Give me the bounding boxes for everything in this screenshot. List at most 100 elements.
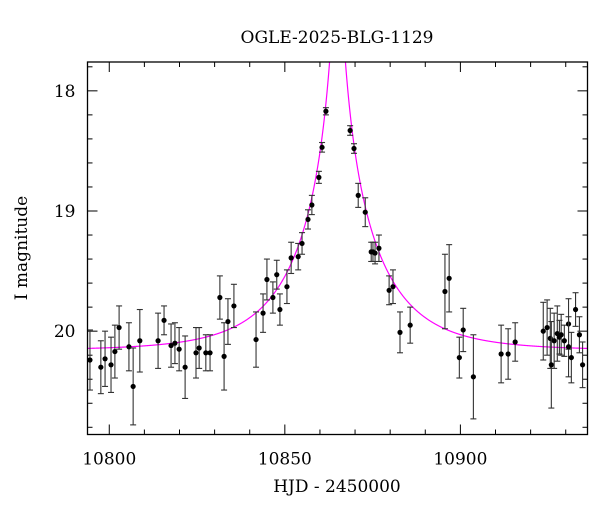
point-marker bbox=[207, 350, 213, 356]
data-point bbox=[351, 143, 358, 154]
data-point bbox=[192, 327, 199, 379]
data-point bbox=[97, 340, 104, 395]
data-point bbox=[572, 292, 579, 327]
data-point bbox=[182, 335, 189, 400]
data-point bbox=[568, 331, 575, 384]
data-point bbox=[512, 322, 519, 362]
point-marker bbox=[397, 329, 403, 335]
point-marker bbox=[512, 339, 518, 345]
point-marker bbox=[299, 240, 305, 247]
x-tick-labels: 10800 10850 10900 bbox=[82, 450, 487, 470]
data-point bbox=[315, 170, 322, 184]
data-point bbox=[260, 293, 267, 333]
point-marker bbox=[407, 322, 413, 328]
data-point bbox=[470, 334, 477, 420]
data-point bbox=[196, 327, 203, 369]
point-marker bbox=[568, 354, 574, 361]
data-point bbox=[269, 281, 276, 314]
point-marker bbox=[470, 374, 476, 380]
data-point bbox=[540, 301, 547, 361]
data-point bbox=[389, 269, 396, 305]
point-marker bbox=[225, 318, 231, 325]
data-point bbox=[155, 312, 162, 369]
point-marker bbox=[456, 354, 462, 361]
point-marker bbox=[305, 216, 311, 223]
data-point bbox=[372, 241, 379, 265]
point-marker bbox=[558, 332, 564, 338]
point-marker bbox=[196, 345, 202, 351]
data-point bbox=[347, 125, 354, 136]
point-marker bbox=[274, 272, 280, 278]
point-marker bbox=[372, 250, 378, 256]
point-marker bbox=[172, 340, 178, 346]
data-point bbox=[322, 107, 329, 116]
chart-title: OGLE-2025-BLG-1129 bbox=[241, 28, 434, 48]
point-marker bbox=[126, 344, 132, 350]
y-tick-label: 19 bbox=[54, 202, 76, 222]
point-marker bbox=[102, 356, 108, 362]
data-point bbox=[547, 307, 554, 369]
point-marker bbox=[548, 362, 554, 368]
point-marker bbox=[565, 344, 572, 350]
data-point bbox=[168, 323, 175, 368]
data-point bbox=[263, 258, 270, 301]
point-marker bbox=[505, 351, 511, 357]
point-marker bbox=[155, 338, 161, 344]
model-curve-group bbox=[87, 62, 588, 350]
data-point bbox=[386, 275, 393, 306]
point-marker bbox=[319, 144, 325, 150]
data-point bbox=[498, 324, 505, 384]
point-marker bbox=[323, 108, 329, 114]
data-point bbox=[288, 241, 295, 275]
data-point bbox=[295, 242, 302, 271]
x-tick-label: 10800 bbox=[82, 450, 136, 470]
data-point bbox=[273, 259, 280, 290]
data-point bbox=[460, 307, 467, 353]
data-point bbox=[456, 336, 463, 379]
point-marker bbox=[347, 127, 353, 134]
point-marker bbox=[130, 383, 136, 390]
point-marker bbox=[112, 348, 118, 355]
data-point bbox=[253, 311, 260, 368]
point-marker bbox=[460, 327, 466, 333]
point-marker bbox=[309, 202, 315, 208]
data-point bbox=[283, 269, 290, 305]
data-point bbox=[216, 275, 223, 320]
point-marker bbox=[442, 288, 448, 295]
point-marker bbox=[231, 303, 237, 309]
point-marker bbox=[203, 350, 209, 356]
data-point bbox=[441, 253, 448, 330]
data-point bbox=[308, 194, 315, 216]
x-axis-label: HJD - 2450000 bbox=[273, 477, 401, 497]
data-point bbox=[161, 305, 168, 336]
point-marker bbox=[288, 255, 294, 261]
point-marker bbox=[386, 287, 392, 293]
point-marker bbox=[182, 364, 188, 370]
data-point bbox=[116, 305, 123, 350]
data-point bbox=[319, 141, 326, 153]
point-marker bbox=[116, 324, 122, 331]
data-point bbox=[276, 293, 283, 326]
data-point bbox=[561, 324, 568, 357]
point-marker bbox=[540, 328, 546, 334]
point-marker bbox=[362, 209, 368, 215]
point-marker bbox=[561, 338, 567, 344]
point-marker bbox=[137, 338, 143, 344]
point-marker bbox=[572, 306, 579, 313]
data-point bbox=[505, 328, 512, 380]
data-points bbox=[87, 107, 586, 426]
data-point bbox=[576, 316, 583, 354]
data-point bbox=[565, 316, 572, 378]
data-point bbox=[375, 234, 382, 263]
data-point bbox=[176, 327, 183, 372]
point-marker bbox=[446, 275, 452, 281]
point-marker bbox=[284, 284, 290, 290]
y-tick-label: 20 bbox=[54, 322, 76, 342]
point-marker bbox=[193, 350, 199, 356]
point-marker bbox=[544, 324, 550, 331]
y-tick-labels: 18 19 20 bbox=[54, 82, 76, 342]
point-marker bbox=[376, 245, 382, 251]
data-point bbox=[108, 336, 115, 393]
data-point bbox=[299, 232, 306, 255]
